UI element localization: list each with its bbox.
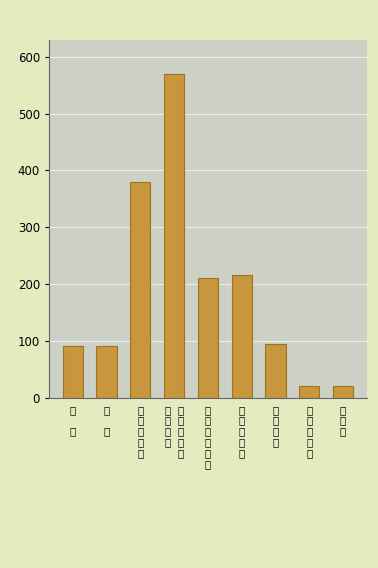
- Bar: [198, 278, 218, 398]
- Bar: [63, 346, 83, 398]
- Bar: [130, 182, 150, 398]
- Text: そ
の
他: そ の 他: [340, 405, 346, 436]
- Bar: [299, 386, 319, 398]
- Bar: [96, 346, 117, 398]
- Text: 国
際
会
議
等: 国 際 会 議 等: [306, 405, 312, 458]
- Text: 住
民
等
の: 住 民 等 の: [165, 405, 171, 447]
- Bar: [333, 386, 353, 398]
- Bar: [164, 74, 184, 398]
- Text: 組

織: 組 織: [104, 405, 110, 436]
- Text: 率
先
垂
範
活
動: 率 先 垂 範 活 動: [205, 405, 211, 469]
- Text: 調
査
研
究: 調 査 研 究: [272, 405, 279, 447]
- Text: 行
政
に
よ
る: 行 政 に よ る: [239, 405, 245, 458]
- Bar: [265, 344, 286, 398]
- Text: 制

度: 制 度: [70, 405, 76, 436]
- Text: 取
組
の
支
援: 取 組 の 支 援: [177, 405, 183, 458]
- Text: 都
市
づ
く
り: 都 市 づ く り: [137, 405, 144, 458]
- Bar: [232, 275, 252, 398]
